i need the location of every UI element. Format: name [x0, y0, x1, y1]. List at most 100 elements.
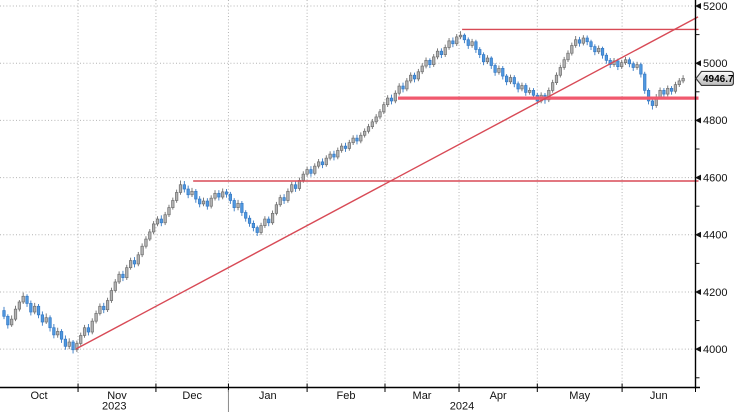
- candle-down: [293, 184, 298, 189]
- candle-down: [466, 39, 470, 46]
- candle-down: [332, 153, 336, 158]
- candle-down: [159, 218, 163, 224]
- candle-up: [75, 343, 79, 351]
- candle-down: [198, 198, 202, 205]
- candle-down: [604, 54, 608, 61]
- candle-up: [190, 190, 194, 196]
- candle-up: [397, 85, 401, 94]
- candle-up: [209, 197, 213, 207]
- candle-up: [363, 130, 367, 136]
- candle-up: [301, 173, 305, 181]
- candle-up: [447, 40, 451, 48]
- candle-up: [620, 62, 624, 67]
- candle-up: [597, 47, 601, 53]
- candle-up: [554, 74, 559, 83]
- candle-up: [386, 97, 390, 106]
- candle-up: [274, 204, 279, 214]
- uptrend-line[interactable]: [75, 16, 699, 350]
- candle-down: [247, 217, 252, 224]
- candle-down: [462, 34, 467, 41]
- candle-down: [493, 65, 497, 73]
- candle-down: [59, 331, 64, 340]
- candle-up: [94, 313, 98, 322]
- candle-up: [44, 317, 48, 323]
- candle-down: [451, 40, 455, 45]
- candle-up: [136, 254, 140, 265]
- candle-up: [144, 238, 148, 247]
- candle-up: [370, 121, 374, 128]
- candle-down: [412, 74, 417, 80]
- candle-down: [669, 88, 674, 92]
- candle-up: [82, 327, 87, 336]
- candle-up: [458, 34, 463, 38]
- candle-up: [416, 71, 420, 80]
- candle-up: [393, 92, 397, 102]
- candle-up: [117, 273, 121, 283]
- candle-down: [63, 338, 67, 347]
- candle-down: [6, 315, 10, 326]
- candle-up: [113, 281, 117, 291]
- candle-down: [643, 73, 647, 91]
- x-month-label: Dec: [182, 390, 202, 402]
- candle-up: [551, 82, 555, 91]
- y-major-tick: [695, 174, 701, 181]
- candle-down: [439, 50, 443, 55]
- candle-down: [593, 46, 597, 53]
- candle-up: [359, 134, 363, 142]
- gridlines: [0, 0, 696, 388]
- candle-down: [232, 200, 236, 208]
- candle-up: [213, 192, 217, 199]
- candle-down: [481, 54, 486, 63]
- candle-down: [501, 67, 505, 77]
- candle-up: [673, 84, 678, 92]
- candle-up: [570, 45, 574, 54]
- candle-down: [244, 212, 248, 219]
- candle-up: [317, 161, 321, 167]
- candle-up: [105, 300, 110, 311]
- candle-up: [175, 192, 179, 201]
- candle-up: [681, 78, 685, 82]
- candle-up: [666, 88, 670, 95]
- candle-down: [516, 83, 520, 90]
- candle-up: [324, 157, 328, 166]
- candle-down: [29, 303, 33, 313]
- candle-up: [623, 59, 628, 63]
- candle-up: [129, 260, 133, 269]
- candle-down: [182, 184, 186, 190]
- candle-up: [286, 190, 290, 201]
- candle-up: [574, 39, 578, 46]
- x-month-label: Feb: [337, 390, 356, 402]
- y-axis-label: 4800: [703, 115, 727, 127]
- candle-down: [627, 59, 631, 65]
- candle-up: [547, 90, 551, 101]
- candle-down: [355, 137, 359, 142]
- candle-down: [478, 49, 482, 55]
- y-axis-label: 5200: [703, 1, 727, 13]
- candle-down: [282, 197, 286, 201]
- candle-up: [148, 231, 152, 240]
- candle-up: [409, 74, 413, 82]
- candle-up: [635, 64, 639, 68]
- candle-up: [305, 169, 309, 175]
- candle-up: [263, 218, 267, 226]
- candle-down: [524, 85, 528, 93]
- y-major-tick: [695, 346, 701, 353]
- last-price-tag: 4946.71: [695, 70, 734, 87]
- candle-down: [255, 227, 259, 233]
- candle-up: [152, 223, 156, 233]
- candle-up: [167, 207, 171, 216]
- trend-annotations[interactable]: [75, 16, 699, 350]
- candle-down: [40, 314, 44, 323]
- candle-down: [52, 327, 56, 336]
- candle-up: [98, 305, 102, 314]
- candle-up: [33, 305, 37, 313]
- y-axis-label: 4000: [703, 344, 727, 356]
- candle-up: [178, 184, 183, 193]
- candle-down: [102, 305, 106, 311]
- candle-up: [520, 85, 524, 90]
- candle-down: [240, 202, 244, 213]
- candle-up: [236, 202, 240, 208]
- candle-up: [336, 150, 340, 158]
